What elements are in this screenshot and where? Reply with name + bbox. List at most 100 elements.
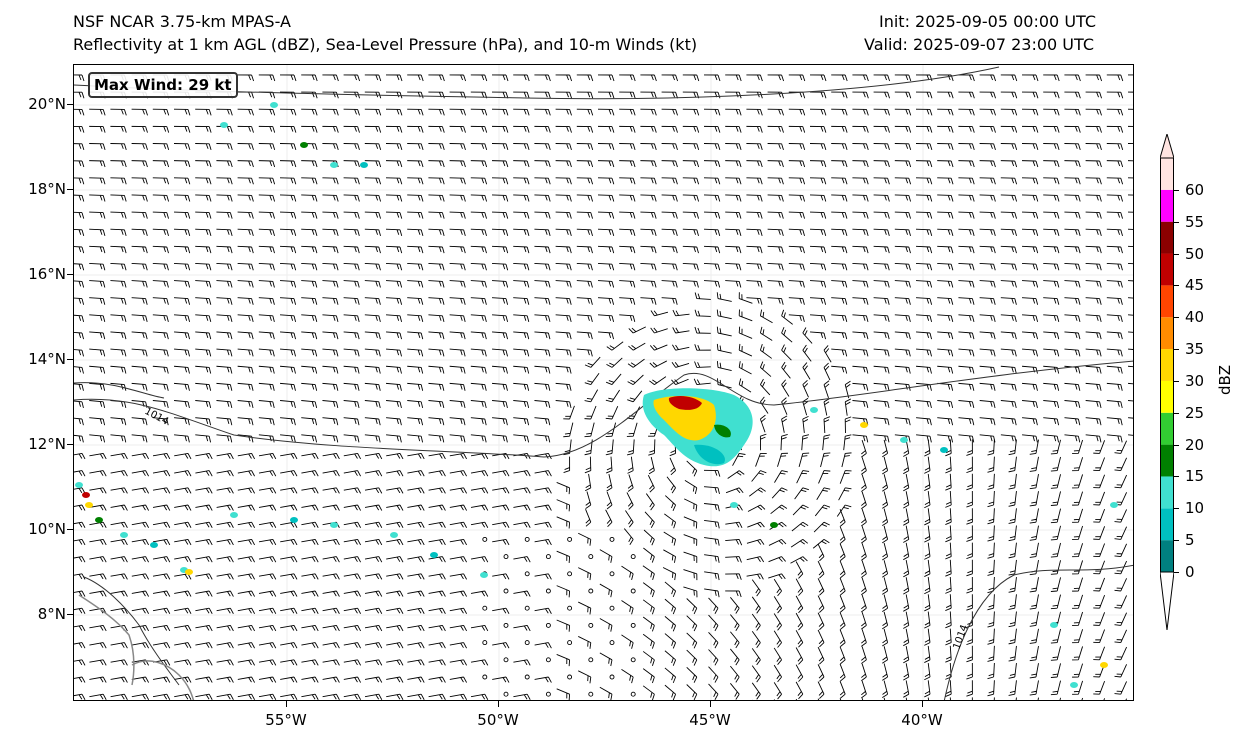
wind-barb [216, 314, 233, 323]
wind-barb [648, 439, 656, 456]
wind-barb [449, 504, 468, 511]
wind-barb [823, 380, 830, 399]
wind-barb [174, 348, 190, 357]
colorbar-tickmark [1174, 572, 1179, 573]
wind-barb [781, 361, 791, 379]
wind-barb [513, 74, 530, 82]
wind-barb [708, 683, 719, 700]
wind-barb [576, 143, 594, 150]
wind-barb [1029, 645, 1039, 662]
wind-barb [534, 74, 551, 82]
wind-barb [343, 297, 360, 305]
wind-barb [817, 681, 825, 699]
wind-barb [216, 590, 234, 597]
lat-tickmark [67, 189, 73, 190]
wind-barb [966, 508, 973, 525]
wind-barb [894, 262, 911, 271]
wind-barb [1000, 331, 1017, 340]
wind-barb [1029, 577, 1039, 593]
wind-barb [1029, 508, 1039, 524]
wind-barb [152, 452, 171, 460]
wind-barb [1072, 594, 1084, 609]
wind-barb [738, 378, 752, 393]
wind-barb [449, 452, 468, 460]
wind-barb [873, 400, 890, 409]
wind-barb [428, 262, 445, 271]
wind-barb [173, 228, 191, 237]
wind-barb [621, 668, 634, 684]
wind-barb [903, 645, 910, 664]
wind-barb [1085, 434, 1102, 443]
wind-barb [258, 297, 275, 305]
wind-barb [1021, 108, 1039, 116]
wind-barb [513, 91, 530, 99]
wind-barb [110, 590, 128, 597]
wind-barb [491, 160, 509, 168]
wind-barb [513, 434, 530, 443]
wind-barb [924, 645, 931, 663]
wind-barb [470, 521, 489, 528]
wind-barb [216, 297, 233, 305]
wind-barb [491, 280, 509, 288]
wind-barb [449, 417, 466, 426]
wind-barb [1021, 228, 1039, 237]
wind-barb [642, 599, 655, 615]
wind-barb [74, 400, 84, 409]
wind-barb [131, 228, 148, 237]
wind-barb [449, 434, 466, 443]
wind-barb [449, 194, 466, 202]
wind-barb [643, 529, 655, 546]
wind-barb [322, 642, 340, 649]
lat-tickmark [67, 104, 73, 105]
wind-barb [258, 642, 277, 649]
wind-barb [979, 245, 996, 254]
wind-barb [492, 348, 508, 357]
wind-barb [131, 108, 148, 116]
wind-barb [1085, 280, 1102, 288]
wind-barb [280, 504, 298, 511]
wind-barb [882, 474, 889, 492]
wind-barb [958, 400, 975, 409]
wind-barb [672, 344, 690, 351]
wind-barb [873, 245, 890, 254]
wind-barb [597, 125, 615, 133]
wind-barb [364, 607, 383, 614]
reflectivity-cell [185, 569, 193, 575]
wind-barb [882, 646, 889, 664]
wind-barb [386, 487, 404, 494]
wind-barb [597, 262, 615, 271]
wind-barb [407, 177, 424, 185]
wind-barb [428, 400, 445, 409]
wind-barb [605, 439, 614, 456]
wind-barb [89, 452, 107, 460]
wind-barb [790, 556, 808, 564]
wind-barb [280, 314, 297, 323]
wind-barb [195, 314, 212, 323]
wind-barb [89, 470, 107, 477]
wind-barb [301, 211, 318, 219]
wind-barb [1127, 125, 1133, 133]
wind-barb [730, 665, 740, 683]
wind-barb [852, 74, 869, 82]
wind-barb [576, 108, 594, 116]
wind-barb [301, 417, 318, 426]
wind-barb [716, 326, 732, 337]
wind-barb [470, 556, 489, 563]
wind-barb [703, 245, 721, 254]
wind-barb [258, 348, 275, 357]
wind-barb [1064, 211, 1081, 219]
wind-barb [682, 143, 700, 150]
wind-barb [852, 91, 869, 99]
wind-barb [585, 509, 592, 527]
wind-barb [966, 645, 973, 663]
wind-barb [958, 348, 975, 357]
wind-barb [492, 314, 509, 323]
wind-barb [619, 177, 636, 185]
wind-barb [686, 684, 698, 700]
wind-barb [987, 611, 995, 628]
wind-barb [576, 245, 593, 254]
wind-barb [1050, 646, 1061, 661]
wind-barb [237, 108, 254, 116]
wind-barb [1093, 612, 1106, 626]
wind-barb [619, 194, 636, 202]
